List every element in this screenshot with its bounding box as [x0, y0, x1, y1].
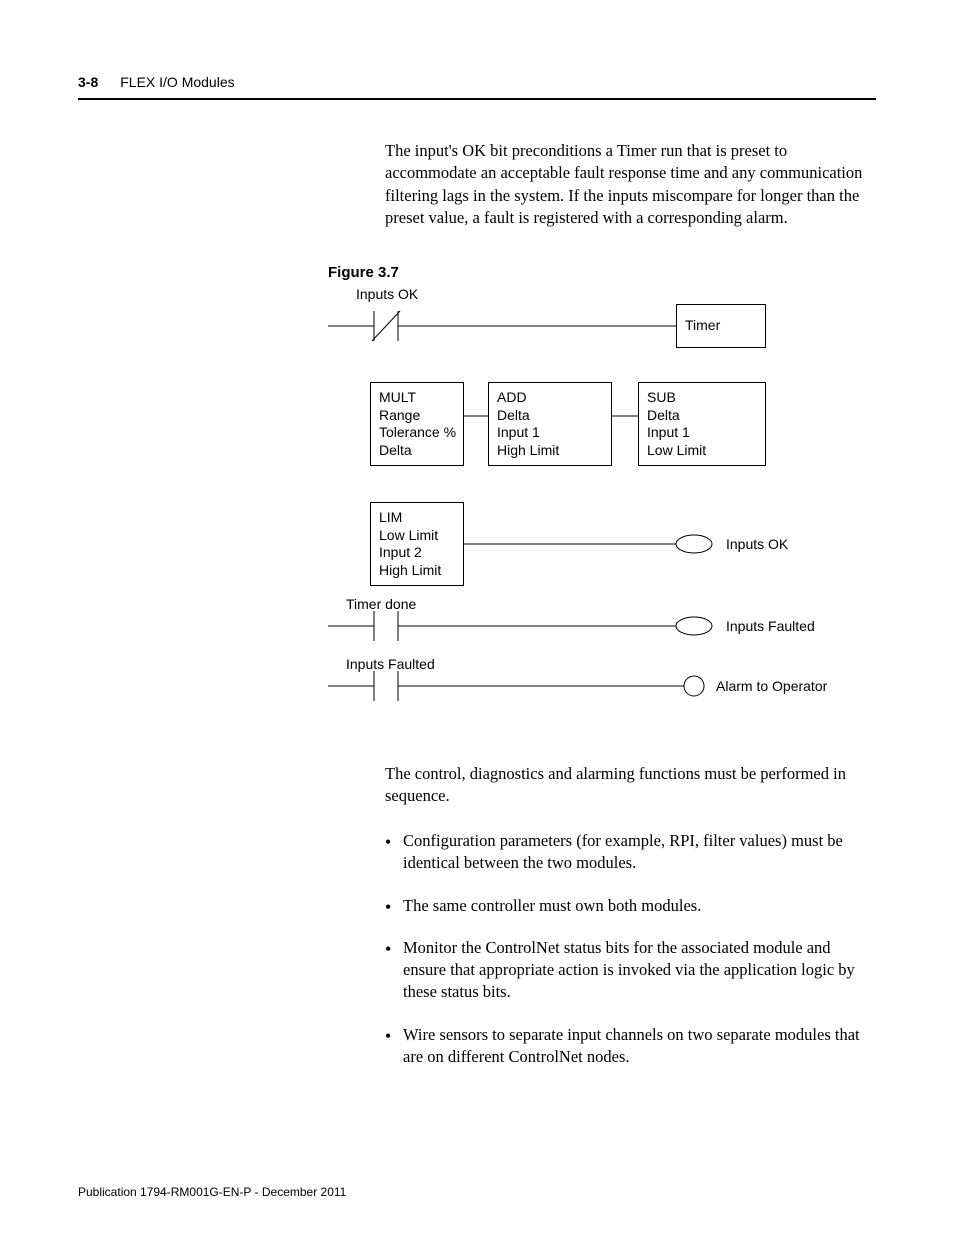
rung2-sub-box: SUB Delta Input 1 Low Limit — [638, 382, 766, 466]
rung1-contact-label: Inputs OK — [356, 286, 418, 304]
bullet-item: Configuration parameters (for example, R… — [385, 830, 875, 875]
page-header: 3-8 FLEX I/O Modules — [78, 74, 876, 100]
figure-label: Figure 3.7 — [328, 264, 399, 281]
section-title: FLEX I/O Modules — [120, 74, 234, 90]
rung5-coil-label: Alarm to Operator — [716, 678, 827, 696]
bullet-item: Monitor the ControlNet status bits for t… — [385, 937, 875, 1004]
rung4-contact-label: Timer done — [346, 596, 416, 614]
bullet-item: Wire sensors to separate input channels … — [385, 1024, 875, 1069]
bullet-list: Configuration parameters (for example, R… — [385, 830, 875, 1088]
bullet-item: The same controller must own both module… — [385, 895, 875, 917]
header-rule — [78, 98, 876, 100]
rung4-coil-label: Inputs Faulted — [726, 618, 815, 636]
ladder-diagram: Inputs OK Timer MULT Range Tolerance % D… — [328, 286, 848, 726]
page-number: 3-8 — [78, 74, 98, 90]
post-paragraph: The control, diagnostics and alarming fu… — [385, 763, 875, 808]
footer-publication: Publication 1794-RM001G-EN-P - December … — [78, 1185, 346, 1199]
intro-paragraph: The input's OK bit preconditions a Timer… — [385, 140, 875, 229]
rung1-timer-box: Timer — [676, 304, 766, 348]
rung2-mult-box: MULT Range Tolerance % Delta — [370, 382, 464, 466]
rung2-add-box: ADD Delta Input 1 High Limit — [488, 382, 612, 466]
rung5-contact-label: Inputs Faulted — [346, 656, 435, 674]
rung3-coil-label: Inputs OK — [726, 536, 788, 554]
rung3-lim-box: LIM Low Limit Input 2 High Limit — [370, 502, 464, 586]
